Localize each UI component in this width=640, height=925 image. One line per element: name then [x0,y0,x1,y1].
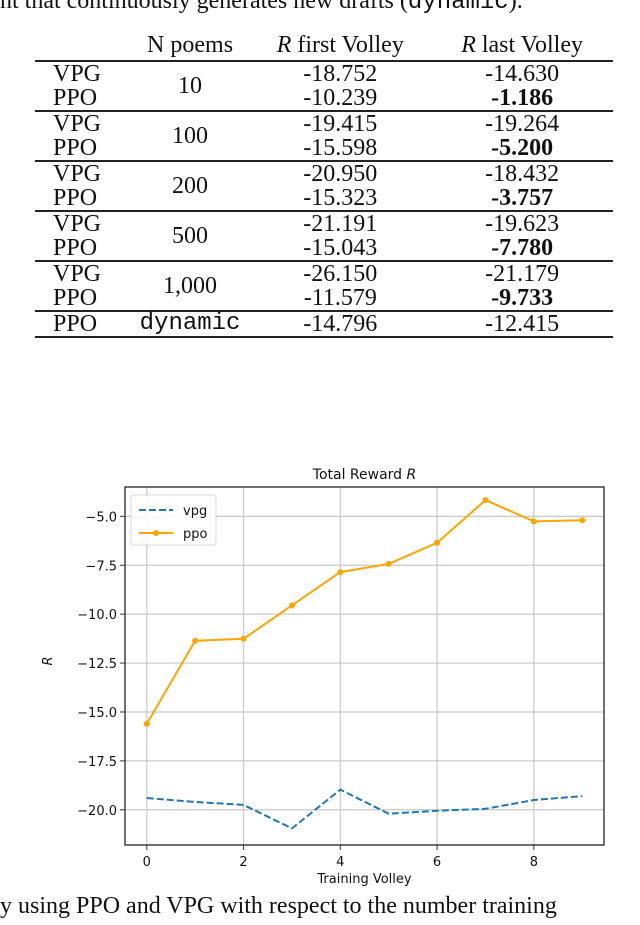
cell-method: VPG [35,110,131,136]
x-axis-label: Training Volley [316,872,411,887]
x-tick-label: 6 [433,855,441,870]
total-reward-chart: 0 2 4 6 8 −5.0 −7.5 −10.0 −12.5 −15.0 −17.5 −20.0 To… [0,455,640,895]
table-row: VPG 200 -20.950 -18.432 [35,160,613,211]
cell-n-poems: 1,000 [130,260,250,311]
table-row: VPG 100 -19.415 -19.264 [35,110,613,161]
cell-method: VPG [35,210,131,236]
results-table: N poems R first Volley R last Volley VPG… [35,30,613,338]
legend-label-vpg: vpg [183,504,207,519]
data-point-marker [337,569,344,576]
preceding-text-line: nt that continuously generates new draft… [0,0,640,16]
y-tick-label: −17.5 [77,755,117,770]
cell-last-volley: -14.630 [485,61,560,87]
figure-caption: y using PPO and VPG with respect to the … [0,893,557,919]
cell-first-volley: -20.950 [249,160,432,186]
y-tick-label: −7.5 [85,559,117,574]
y-tick-label: −12.5 [77,657,117,672]
cell-first-volley: -15.598 [303,135,378,161]
table-row: PPO -15.598 -5.200 [35,136,613,161]
cell-last-volley: -12.415 [431,310,613,338]
cell-method: PPO [35,310,131,338]
legend-label-ppo: ppo [183,527,208,542]
header-method [35,30,131,62]
table-header-row: N poems R first Volley R last Volley [35,30,613,62]
data-point-marker [579,517,586,524]
cell-n-poems: dynamic [130,310,250,338]
table-row: PPO -15.043 -7.780 [35,236,613,261]
cell-first-volley: -21.191 [249,210,432,236]
header-last-volley: R last Volley [431,30,613,62]
cell-last-volley: -9.733 [491,285,554,311]
cell-first-volley: -10.239 [303,85,378,111]
cell-first-volley: -15.323 [303,185,378,211]
data-point-marker [385,560,392,567]
cell-last-volley: -18.432 [431,160,613,186]
x-tick-label: 0 [143,855,151,870]
table-row: PPO -11.579 -9.733 [35,286,613,311]
preceding-text-end: ). [508,0,523,14]
y-tick-label: −15.0 [77,706,117,721]
plot-frame [124,486,605,846]
preceding-text: nt that continuously generates new draft… [0,0,408,14]
header-n-poems: N poems [130,30,250,62]
cell-last-volley: -21.179 [431,260,613,286]
table-row: PPO dynamic -14.796 -12.415 [35,310,613,338]
cell-n-poems: 10 [178,73,203,99]
preceding-code: dynamic [407,0,509,16]
cell-method: VPG [35,260,131,286]
cell-last-volley: -3.757 [491,185,554,211]
cell-n-poems: 100 [130,110,250,161]
header-first-volley: R first Volley [249,30,432,62]
cell-method: PPO [53,235,98,261]
table-body: VPG 10 -18.752 -14.630 PPO -10.239 -1.186 VPG 10… [35,61,613,338]
cell-last-volley: -1.186 [491,85,554,111]
series-line-vpg [146,788,583,830]
x-tick-label: 2 [239,855,247,870]
chart-svg: 0 2 4 6 8 −5.0 −7.5 −10.0 −12.5 −15.0 −17.5 −20.0 To… [41,467,605,887]
table-row: PPO -10.239 -1.186 [35,86,613,111]
cell-last-volley: -19.623 [431,210,613,236]
cell-first-volley: -15.043 [303,235,378,261]
cell-first-volley: -19.415 [249,110,432,136]
cell-last-volley: -19.264 [431,110,613,136]
data-point-marker [192,637,199,644]
y-tick-label: −10.0 [77,608,117,623]
cell-n-poems: 500 [130,210,250,261]
cell-method: PPO [53,85,98,111]
table-row: VPG 1,000 -26.150 -21.179 [35,260,613,311]
data-point-marker [530,518,537,525]
y-tick-label: −5.0 [85,510,117,525]
y-tick-label: −20.0 [77,804,117,819]
data-point-marker [288,602,295,609]
x-tick-label: 8 [530,855,538,870]
cell-method: PPO [53,285,98,311]
cell-last-volley: -5.200 [491,135,554,161]
chart-title: Total Reward R [312,467,416,483]
cell-n-poems: 200 [130,160,250,211]
data-point-marker [434,539,441,546]
cell-first-volley: -26.150 [249,260,432,286]
cell-first-volley: -14.796 [249,310,432,338]
cell-first-volley: -18.752 [303,61,378,87]
series-line-ppo [145,498,583,725]
data-point-marker [482,497,489,504]
table-row: VPG 10 -18.752 -14.630 [35,61,613,98]
cell-method: PPO [53,185,98,211]
cell-last-volley: -7.780 [491,235,554,261]
legend-marker [153,530,159,536]
table-row: VPG 500 -21.191 -19.623 [35,210,613,261]
cell-method: VPG [35,160,131,186]
cell-method: VPG [53,61,102,87]
data-point-marker [240,635,247,642]
x-tick-label: 4 [336,855,344,870]
results-table-container: N poems R first Volley R last Volley VPG… [35,30,613,338]
cell-first-volley: -11.579 [303,285,377,311]
table-row: PPO -15.323 -3.757 [35,186,613,211]
y-axis-label: R [41,656,56,665]
cell-method: PPO [53,135,98,161]
data-point-marker [143,720,150,727]
